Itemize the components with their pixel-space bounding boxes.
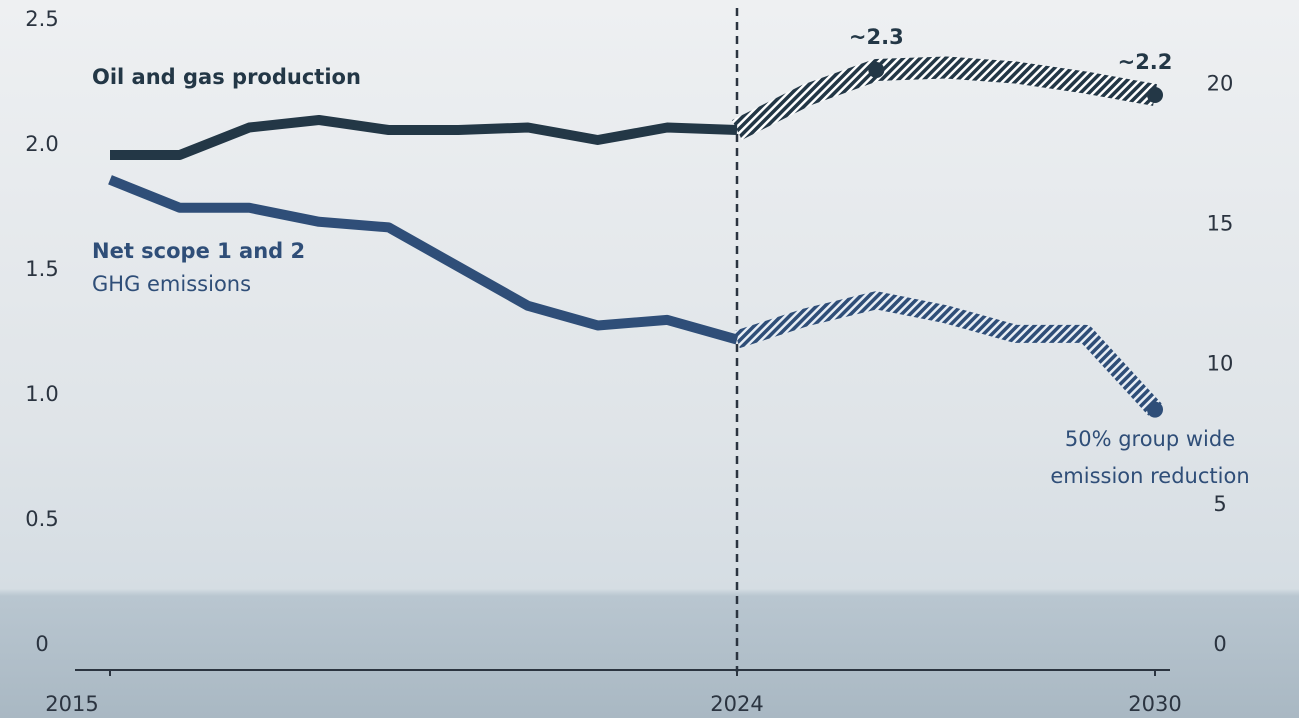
y-tick-label: 0: [35, 632, 48, 656]
marker-label: ~2.2: [1118, 50, 1173, 74]
x-tick-label: 2030: [1128, 692, 1181, 716]
marker: [868, 62, 885, 78]
series-line: [108, 175, 739, 345]
y2-tick-label: 5: [1213, 492, 1226, 516]
x-tick-label: 2024: [710, 692, 763, 716]
y2-tick-label: 15: [1207, 212, 1234, 236]
y-tick-label: 0.5: [25, 507, 58, 531]
series-line: [110, 115, 738, 160]
marker: [1147, 87, 1163, 103]
y-tick-label: 2.0: [25, 132, 58, 156]
y2-tick-label: 10: [1207, 352, 1234, 376]
marker-label: ~2.3: [849, 25, 904, 49]
y-tick-label: 1.0: [25, 382, 58, 406]
marker: [1147, 401, 1163, 418]
x-tick-label: 2015: [45, 692, 98, 716]
y-tick-label: 2.5: [25, 7, 58, 31]
annotation: emission reduction: [1050, 464, 1249, 488]
projection-band: [732, 56, 1157, 140]
series-label: Oil and gas production: [92, 65, 361, 89]
y2-tick-label: 0: [1213, 632, 1226, 656]
series-sublabel: GHG emissions: [92, 272, 251, 296]
annotation: 50% group wide: [1065, 427, 1235, 451]
projection-band: [734, 291, 1162, 416]
y2-tick-label: 20: [1207, 71, 1234, 95]
series-label: Net scope 1 and 2: [92, 239, 305, 263]
y-tick-label: 1.5: [25, 257, 58, 281]
